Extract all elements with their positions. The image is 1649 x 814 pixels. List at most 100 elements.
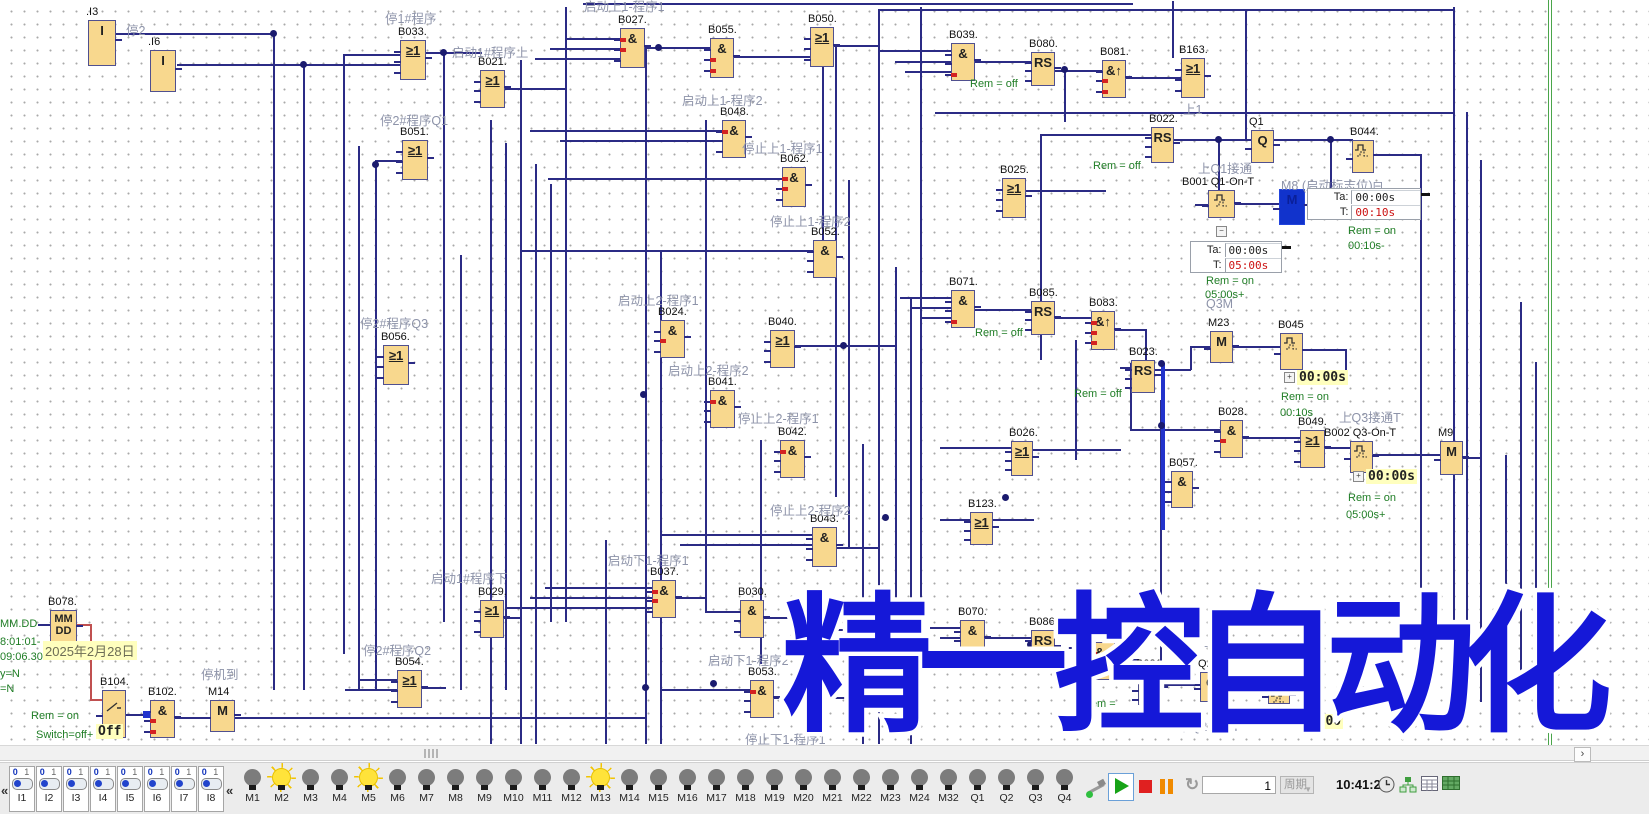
block-B040[interactable]: ≥1	[764, 330, 801, 368]
input-toggle-I6[interactable]: 0 1 I6	[144, 766, 170, 812]
input-toggle-I7[interactable]: 0 1 I7	[171, 766, 197, 812]
collapse-inputs-icon[interactable]: «	[1, 783, 9, 798]
expander-box[interactable]: +	[1287, 716, 1298, 727]
play-button[interactable]	[1108, 773, 1134, 801]
block-B045[interactable]	[1274, 333, 1309, 370]
collapse-lamps-icon[interactable]: «	[226, 783, 234, 798]
input-toggle-I2[interactable]: 0 1 I2	[36, 766, 62, 812]
value-table-icon[interactable]	[1421, 776, 1438, 791]
block-B085[interactable]: RS	[1025, 301, 1061, 335]
input-toggle-I3[interactable]: 0 1 I3	[63, 766, 89, 812]
block-I6[interactable]: I	[150, 50, 182, 92]
block-B042[interactable]: &	[774, 440, 811, 478]
block-B083[interactable]: &↑	[1085, 311, 1121, 350]
block-Q1[interactable]: Q	[1245, 130, 1280, 163]
block-B043[interactable]: &	[806, 527, 843, 567]
pause-button[interactable]	[1160, 779, 1174, 794]
block-M14[interactable]: M	[204, 700, 241, 732]
block-B0[interactable]	[1262, 686, 1296, 704]
block-B027[interactable]: &	[614, 28, 651, 68]
network-topology-icon[interactable]	[1399, 776, 1417, 794]
horizontal-scrollbar[interactable]: ›	[0, 745, 1649, 762]
block-B041[interactable]: &	[704, 390, 741, 428]
block-B056[interactable]: ≥1	[377, 345, 415, 385]
block-Q2[interactable]: Q	[1194, 672, 1228, 702]
block-B058[interactable]: ≥1	[796, 612, 832, 650]
scrollbar-thumb[interactable]	[424, 749, 440, 758]
block-B123[interactable]: ≥1	[964, 512, 999, 545]
input-stub	[704, 401, 711, 403]
block-id-label: B056.	[381, 331, 410, 343]
block-B021[interactable]: ≥1	[474, 70, 511, 108]
output-stub	[1232, 345, 1239, 347]
toggle-switch[interactable]	[173, 778, 195, 790]
block-B044[interactable]	[1346, 140, 1380, 173]
block-B025[interactable]: ≥1	[996, 178, 1032, 218]
input-toggle-I5[interactable]: 0 1 I5	[117, 766, 143, 812]
block-B057[interactable]: &	[1165, 471, 1199, 508]
cycle-count-input[interactable]: 1	[1202, 776, 1276, 794]
block-B037[interactable]: &	[646, 580, 682, 618]
scroll-right-button[interactable]: ›	[1574, 747, 1591, 762]
disconnect-plug-icon[interactable]	[1086, 778, 1106, 798]
toggle-switch[interactable]	[200, 778, 222, 790]
block-B053[interactable]: &	[744, 680, 780, 718]
clock-icon[interactable]	[1378, 776, 1395, 793]
expander-box[interactable]: +	[1284, 372, 1295, 383]
block-B023[interactable]: RS	[1125, 360, 1161, 393]
block-B052[interactable]: &	[807, 240, 843, 278]
block-B163[interactable]: ≥1	[1175, 58, 1211, 98]
block-B055[interactable]: &	[704, 38, 740, 78]
block-B048[interactable]: &	[716, 120, 752, 158]
block-B028[interactable]: &	[1214, 420, 1249, 458]
block-B086[interactable]: RS	[1025, 630, 1061, 664]
block-B024[interactable]: &	[654, 320, 691, 358]
block-M9[interactable]: M	[1434, 441, 1469, 475]
toggle-switch[interactable]	[119, 778, 141, 790]
input-toggle-I1[interactable]: 0 1 I1	[9, 766, 35, 812]
fbd-canvas[interactable]: I .I3 I .I6 ≥1 B033. ≥1 B051. ≥1 B056. ≥1 B054. ≥1 B0…	[0, 0, 1649, 745]
block-B050[interactable]: ≥1	[804, 27, 840, 67]
block-M23[interactable]: M	[1204, 331, 1239, 363]
cycle-unit-dropdown[interactable]: 周期 ▼	[1280, 776, 1314, 794]
block-B071[interactable]: &	[945, 290, 981, 328]
timer-parameter-box[interactable]: Ta: 00:00s T: 00:10s	[1307, 188, 1421, 220]
toggle-switch[interactable]	[11, 778, 33, 790]
block-B070[interactable]: &	[954, 620, 991, 658]
block-B001Q1-On-T[interactable]	[1202, 190, 1241, 218]
block-B026[interactable]: ≥1	[1005, 441, 1039, 476]
block-B078[interactable]: MM DD	[50, 610, 83, 644]
block-Msel[interactable]: M	[1273, 189, 1311, 225]
toggle-switch[interactable]	[65, 778, 87, 790]
block-I3[interactable]: I	[88, 20, 122, 66]
block-B087[interactable]: &↑	[1085, 642, 1121, 680]
block-B029[interactable]: ≥1	[474, 600, 510, 638]
block-B030[interactable]: &	[734, 600, 770, 638]
block-B080[interactable]: RS	[1025, 52, 1061, 86]
expander-box[interactable]: −	[1216, 226, 1227, 237]
block-B102[interactable]: &	[144, 700, 181, 738]
block-B054[interactable]: ≥1	[391, 670, 428, 708]
block-B062[interactable]: &	[776, 167, 812, 207]
expander-box[interactable]: +	[1353, 471, 1364, 482]
input-toggle-I8[interactable]: 0 1 I8	[198, 766, 224, 812]
block-B051[interactable]: ≥1	[396, 140, 434, 180]
block-B081[interactable]: &↑	[1096, 60, 1132, 98]
block-B033[interactable]: ≥1	[394, 40, 432, 80]
step-refresh-icon[interactable]: ↻	[1185, 775, 1200, 794]
block-B022[interactable]: RS	[1145, 127, 1180, 163]
block-id-label: B052.	[811, 226, 840, 238]
timer-parameter-box[interactable]: Ta: 00:00s T: 05:00s	[1190, 241, 1282, 273]
toggle-switch[interactable]	[38, 778, 60, 790]
input-stub	[1085, 653, 1092, 655]
selected-wire[interactable]	[1161, 363, 1165, 530]
stop-button[interactable]	[1139, 780, 1152, 793]
toggle-switch[interactable]	[92, 778, 114, 790]
block-B031[interactable]: RS	[1132, 672, 1168, 705]
data-grid-icon[interactable]	[1442, 776, 1460, 790]
input-stub	[204, 717, 211, 719]
block-B049[interactable]: ≥1	[1294, 430, 1331, 468]
input-toggle-I4[interactable]: 0 1 I4	[90, 766, 116, 812]
toggle-switch[interactable]	[146, 778, 168, 790]
block-B039[interactable]: &	[945, 43, 981, 81]
